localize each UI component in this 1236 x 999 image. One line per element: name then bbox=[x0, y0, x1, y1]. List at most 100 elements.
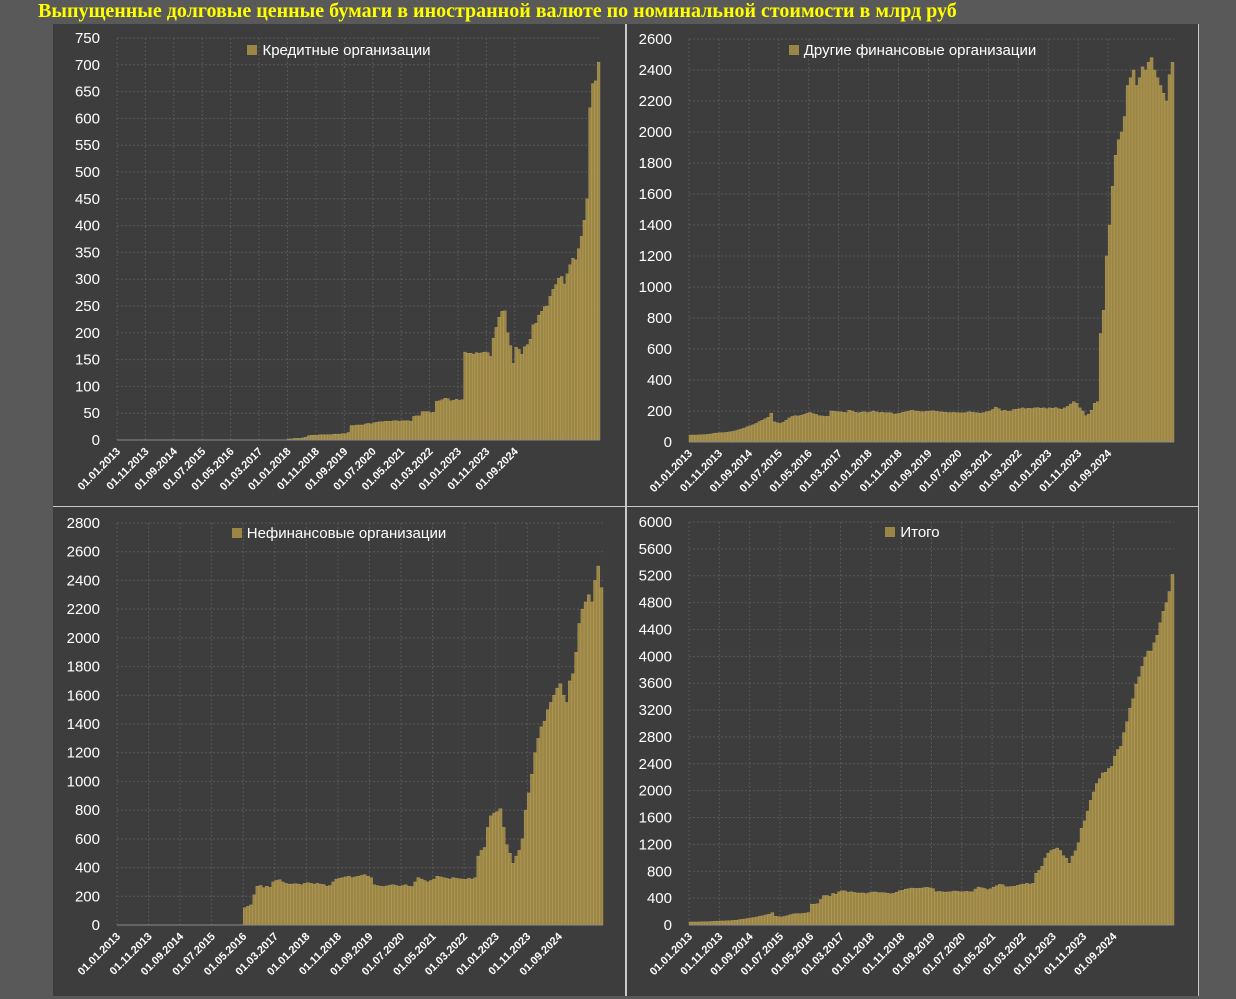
bar bbox=[554, 284, 558, 441]
y-tick-label: 1400 bbox=[67, 716, 100, 733]
bar bbox=[1034, 873, 1038, 926]
bar bbox=[739, 428, 744, 443]
bar bbox=[1089, 410, 1094, 443]
bar bbox=[258, 885, 263, 926]
bar bbox=[934, 891, 938, 926]
bar bbox=[562, 283, 567, 441]
bar bbox=[585, 198, 589, 441]
bar bbox=[1098, 333, 1103, 443]
bar bbox=[530, 774, 534, 926]
bar bbox=[1095, 401, 1100, 443]
bar bbox=[410, 886, 414, 926]
bar bbox=[1079, 828, 1084, 926]
bar bbox=[826, 416, 830, 443]
bar bbox=[710, 921, 714, 926]
y-tick-label: 0 bbox=[664, 434, 672, 451]
bar bbox=[794, 913, 799, 926]
bar bbox=[349, 425, 353, 441]
bar bbox=[746, 918, 750, 926]
bar bbox=[1012, 409, 1016, 443]
bar bbox=[964, 891, 969, 926]
bar bbox=[394, 885, 399, 926]
bar bbox=[440, 399, 444, 441]
bar bbox=[1043, 857, 1047, 926]
bar bbox=[457, 878, 462, 926]
bar bbox=[754, 423, 759, 443]
bar bbox=[540, 311, 544, 441]
bar bbox=[940, 891, 944, 926]
bar bbox=[454, 399, 459, 441]
bar bbox=[1134, 85, 1139, 443]
bar bbox=[985, 889, 990, 926]
bar bbox=[736, 429, 741, 443]
bar bbox=[1161, 611, 1166, 926]
bar bbox=[979, 412, 983, 443]
bar bbox=[715, 432, 720, 443]
bar bbox=[709, 433, 714, 443]
chart-panel-total: 0 400 800 1200 1600 2000 2400 2800 3200 3600 4000 4… bbox=[626, 507, 1199, 996]
bar bbox=[1027, 408, 1031, 443]
bar bbox=[925, 887, 929, 926]
y-tick-label: 2800 bbox=[639, 729, 672, 746]
bar bbox=[520, 354, 524, 441]
y-tick-label: 1600 bbox=[639, 186, 672, 203]
bar bbox=[448, 878, 452, 926]
bar bbox=[568, 264, 572, 441]
bar bbox=[820, 415, 824, 443]
bar bbox=[1081, 410, 1085, 443]
bar bbox=[782, 916, 787, 926]
bar bbox=[979, 887, 984, 926]
bar bbox=[536, 738, 541, 926]
legend: Нефинансовые организации bbox=[53, 525, 625, 542]
bar bbox=[539, 726, 544, 926]
bar bbox=[517, 850, 522, 926]
bar bbox=[460, 399, 464, 441]
bar bbox=[583, 601, 588, 926]
bar bbox=[937, 891, 941, 926]
bar bbox=[796, 415, 800, 443]
bar bbox=[805, 412, 809, 443]
y-tick-label: 4800 bbox=[639, 595, 672, 612]
bar bbox=[574, 259, 578, 441]
bar bbox=[891, 893, 896, 926]
bar bbox=[574, 652, 578, 926]
bar bbox=[784, 420, 788, 443]
bar bbox=[432, 878, 436, 926]
bar bbox=[904, 411, 908, 443]
bar bbox=[961, 412, 965, 443]
bar bbox=[1170, 62, 1175, 443]
bar bbox=[1042, 407, 1046, 443]
bar bbox=[1019, 884, 1023, 926]
bar bbox=[832, 411, 836, 443]
bar bbox=[706, 434, 711, 443]
bar bbox=[1125, 85, 1130, 443]
bar bbox=[841, 412, 845, 443]
bar bbox=[922, 887, 926, 926]
bar bbox=[828, 896, 832, 926]
bar bbox=[888, 893, 893, 926]
bar bbox=[1004, 886, 1008, 926]
bar bbox=[787, 417, 791, 443]
bar bbox=[904, 888, 908, 926]
bar bbox=[1158, 622, 1163, 926]
bar bbox=[594, 80, 598, 441]
bar bbox=[814, 414, 818, 443]
y-tick-label: 2400 bbox=[67, 572, 100, 589]
bar bbox=[733, 430, 738, 443]
bar bbox=[742, 427, 747, 443]
bar bbox=[1119, 746, 1123, 926]
bar bbox=[1016, 885, 1020, 926]
bar bbox=[369, 423, 373, 441]
bar bbox=[703, 434, 708, 443]
bar bbox=[834, 893, 838, 926]
bar bbox=[398, 421, 402, 441]
bar bbox=[785, 915, 790, 926]
bar bbox=[770, 912, 775, 926]
bar bbox=[1134, 683, 1138, 926]
bar bbox=[346, 432, 351, 441]
bar bbox=[1107, 224, 1112, 443]
y-tick-label: 2000 bbox=[639, 783, 672, 800]
bar bbox=[246, 906, 250, 926]
bar bbox=[1088, 800, 1093, 926]
bar bbox=[265, 886, 269, 926]
